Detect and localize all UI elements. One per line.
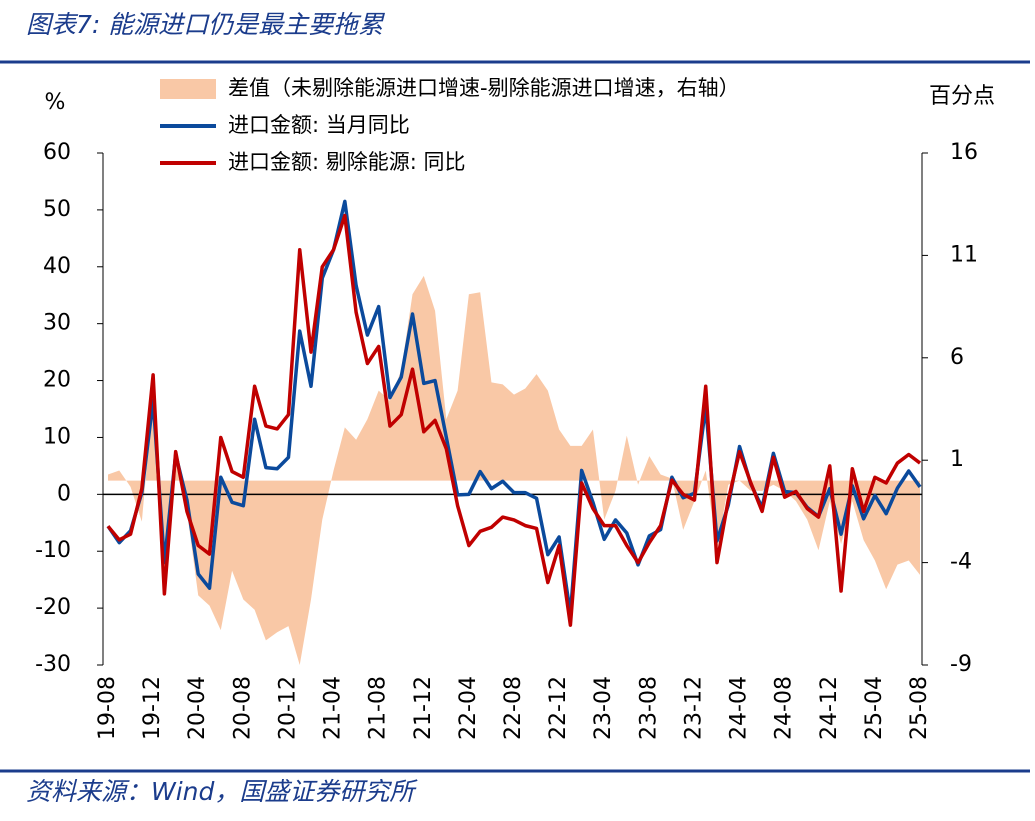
y-tick-label: 50 <box>43 197 71 222</box>
x-tick-label: 23-12 <box>681 676 706 740</box>
y2-tick-label: -9 <box>950 652 972 677</box>
x-tick-label: 20-12 <box>275 676 300 740</box>
legend-label: 进口金额: 当月同比 <box>228 113 410 137</box>
y-tick-label: -10 <box>35 538 71 563</box>
x-tick-label: 19-12 <box>140 676 165 740</box>
line <box>106 213 922 627</box>
x-tick-label: 19-08 <box>95 676 120 740</box>
y-tick-label: -20 <box>35 595 71 620</box>
y2-axis-unit: 百分点 <box>929 84 995 109</box>
x-tick-label: 21-12 <box>411 676 436 740</box>
x-tick-label: 21-04 <box>321 676 346 740</box>
legend-label: 差值（未剔除能源进口增速-剔除能源进口增速，右轴） <box>228 76 740 100</box>
y2-tick-label: -4 <box>950 550 972 575</box>
y-tick-label: 40 <box>43 254 71 279</box>
y-tick-label: -30 <box>35 652 71 677</box>
y2-tick-label: 11 <box>950 242 978 267</box>
y2-tick-label: 1 <box>950 447 964 472</box>
y-tick-label: 60 <box>43 140 71 165</box>
x-tick-label: 24-12 <box>817 676 842 740</box>
y2-tick-label: 6 <box>950 345 964 370</box>
y-tick-label: 0 <box>57 481 71 506</box>
x-tick-label: 22-04 <box>456 676 481 740</box>
y-tick-label: 10 <box>43 424 71 449</box>
x-tick-label: 24-08 <box>772 676 797 740</box>
source: 资料来源：Wind，国盛证券研究所 <box>26 777 418 806</box>
x-tick-label: 22-12 <box>546 676 571 740</box>
chart-title: 图表7: 能源进口仍是最主要拖累 <box>26 10 385 39</box>
y-axis-unit: % <box>45 90 66 115</box>
x-tick-label: 20-08 <box>230 676 255 740</box>
x-tick-label: 25-08 <box>907 676 932 740</box>
x-tick-label: 23-04 <box>591 676 616 740</box>
area <box>108 275 920 665</box>
x-tick-label: 24-04 <box>727 676 752 740</box>
y2-tick-label: 16 <box>950 140 978 165</box>
legend-swatch <box>160 79 216 99</box>
x-tick-label: 25-04 <box>862 676 887 740</box>
x-tick-label: 22-08 <box>501 676 526 740</box>
x-tick-label: 20-04 <box>185 676 210 740</box>
y-tick-label: 20 <box>43 368 71 393</box>
x-tick-label: 21-08 <box>366 676 391 740</box>
x-tick-label: 23-08 <box>636 676 661 740</box>
y-tick-label: 30 <box>43 311 71 336</box>
legend-label: 进口金额: 剔除能源: 同比 <box>228 150 466 174</box>
